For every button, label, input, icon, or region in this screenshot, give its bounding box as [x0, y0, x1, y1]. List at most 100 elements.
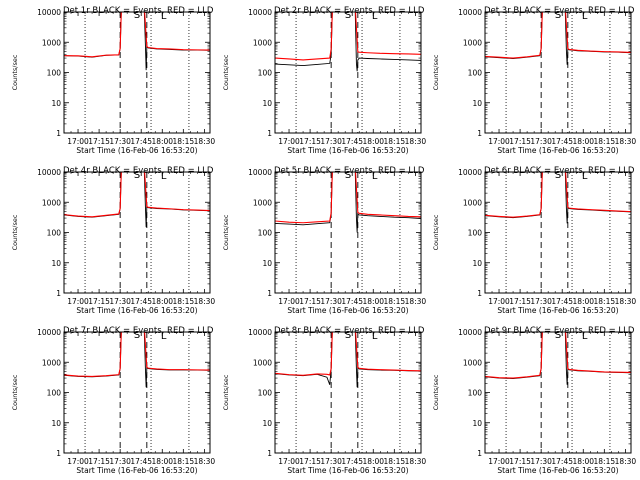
y-tick-label: 100 [47, 389, 62, 398]
x-tick-label: 17:45 [551, 457, 573, 466]
s-marker: S [345, 10, 351, 21]
panel-det-4: Det 4r BLACK = Events, RED = LLD Counts/s… [11, 166, 215, 315]
x-tick-label: 17:15 [88, 297, 110, 306]
plot-frame [484, 331, 632, 454]
x-tick-label: 17:00 [488, 297, 510, 306]
y-tick-label: 1 [477, 289, 482, 298]
y-tick-label: 10 [262, 259, 272, 268]
y-tick-label: 1 [477, 129, 482, 138]
y-tick-label: 1 [267, 129, 272, 138]
y-tick-label: 10000 [248, 168, 272, 177]
x-tick-label: 18:30 [405, 457, 427, 466]
y-tick-label: 100 [258, 229, 273, 238]
x-tick-label: 18:15 [173, 457, 195, 466]
y-axis-label: Counts/sec [432, 54, 440, 90]
s-marker: S [134, 330, 140, 341]
x-tick-label: 17:00 [278, 297, 300, 306]
panel-det-7: Det 7r BLACK = Events, RED = LLD Counts/s… [11, 326, 216, 475]
x-tick-label: 18:30 [405, 297, 427, 306]
x-tick-label: 17:45 [341, 297, 363, 306]
series-line-lld [485, 172, 631, 218]
panel-title: Det 7r BLACK = Events, RED = LLD [63, 326, 214, 336]
x-tick-label: 17:30 [109, 297, 131, 306]
x-tick-label: 17:45 [551, 137, 573, 146]
x-tick-label: 18:00 [151, 457, 173, 466]
x-tick-label: 17:00 [67, 457, 89, 466]
y-tick-label: 1 [267, 449, 272, 458]
x-tick-label: 18:30 [194, 457, 216, 466]
x-tick-label: 17:45 [130, 297, 152, 306]
x-tick-label: 17:00 [278, 457, 300, 466]
y-axis-label: Counts/sec [432, 214, 440, 250]
x-axis-label: Start Time (16-Feb-06 16:53:20) [76, 146, 197, 155]
panel-title: Det 5r BLACK = Events, RED = LLD [274, 166, 425, 176]
x-tick-label: 18:15 [594, 457, 616, 466]
x-axis-label: Start Time (16-Feb-06 16:53:20) [287, 306, 408, 315]
x-tick-label: 17:15 [299, 137, 321, 146]
y-axis-label: Counts/sec [11, 54, 19, 90]
y-tick-label: 1 [477, 449, 482, 458]
series-line-lld [275, 172, 421, 224]
x-axis-label: Start Time (16-Feb-06 16:53:20) [76, 466, 197, 475]
y-axis-label: Counts/sec [11, 214, 19, 250]
x-tick-label: 17:45 [341, 457, 363, 466]
l-marker: L [161, 171, 167, 182]
x-tick-label: 18:15 [384, 457, 406, 466]
panel-title: Det 2r BLACK = Events, RED = LLD [274, 6, 425, 16]
y-tick-label: 1000 [42, 38, 61, 47]
y-tick-label: 1000 [42, 358, 61, 367]
plot-frame [63, 171, 211, 294]
x-tick-label: 18:15 [594, 297, 616, 306]
x-tick-label: 18:00 [151, 137, 173, 146]
y-tick-label: 10000 [458, 8, 482, 17]
y-tick-label: 100 [468, 229, 483, 238]
x-tick-label: 17:30 [530, 137, 552, 146]
y-axis-label: Counts/sec [222, 214, 230, 250]
x-tick-label: 17:30 [320, 137, 342, 146]
x-tick-label: 17:15 [509, 457, 531, 466]
s-marker: S [555, 330, 561, 341]
x-tick-label: 18:15 [384, 137, 406, 146]
x-tick-label: 18:30 [405, 137, 427, 146]
plot-frame [484, 171, 632, 294]
x-axis-label: Start Time (16-Feb-06 16:53:20) [76, 306, 197, 315]
s-marker: S [555, 170, 561, 181]
x-tick-label: 17:15 [299, 297, 321, 306]
y-tick-label: 100 [258, 389, 273, 398]
x-tick-label: 18:30 [194, 137, 216, 146]
y-tick-label: 10000 [37, 328, 61, 337]
y-tick-label: 100 [468, 389, 483, 398]
y-tick-label: 10 [472, 419, 482, 428]
y-tick-label: 1000 [463, 38, 482, 47]
series-line-events [275, 12, 421, 72]
x-tick-label: 17:15 [299, 457, 321, 466]
l-marker: L [372, 11, 378, 22]
series-line-lld [64, 332, 210, 377]
y-tick-label: 100 [47, 229, 62, 238]
s-marker: S [555, 10, 561, 21]
x-axis-label: Start Time (16-Feb-06 16:53:20) [497, 466, 618, 475]
panel-title: Det 6r BLACK = Events, RED = LLD [484, 166, 635, 176]
panel-title: Det 1r BLACK = Events, RED = LLD [63, 6, 214, 16]
plot-frame [484, 11, 632, 134]
y-tick-label: 10 [472, 99, 482, 108]
l-marker: L [582, 331, 588, 342]
y-tick-label: 10 [262, 419, 272, 428]
plot-frame [63, 11, 211, 134]
s-marker: S [345, 170, 351, 181]
x-tick-label: 18:00 [151, 297, 173, 306]
y-tick-label: 1000 [42, 198, 61, 207]
y-axis-label: Counts/sec [222, 54, 230, 90]
panel-title: Det 9r BLACK = Events, RED = LLD [484, 326, 635, 336]
panel-title: Det 8r BLACK = Events, RED = LLD [274, 326, 425, 336]
series-line-lld [485, 12, 631, 59]
plot-frame [274, 171, 422, 294]
l-marker: L [372, 331, 378, 342]
y-tick-label: 10 [51, 99, 61, 108]
x-tick-label: 18:00 [572, 137, 594, 146]
x-axis-label: Start Time (16-Feb-06 16:53:20) [497, 146, 618, 155]
x-tick-label: 17:00 [67, 137, 89, 146]
l-marker: L [161, 11, 167, 22]
y-tick-label: 1000 [463, 198, 482, 207]
